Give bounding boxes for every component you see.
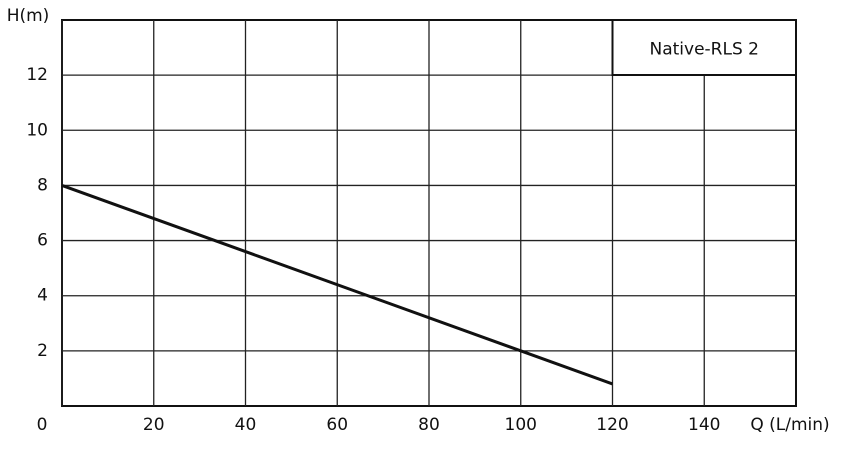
legend-label: Native-RLS 2: [650, 40, 759, 60]
y-tick-label: 12: [26, 65, 48, 85]
y-tick-label: 2: [37, 341, 48, 361]
x-tick-label: 100: [505, 415, 537, 435]
y-axis-label: H(m): [7, 6, 50, 26]
x-tick-label: 120: [596, 415, 628, 435]
data-line: [61, 184, 614, 386]
x-tick-label: 140: [688, 415, 720, 435]
y-tick-label: 6: [37, 231, 48, 251]
y-tick-label: 4: [37, 286, 48, 306]
x-tick-label: 20: [143, 415, 165, 435]
x-tick-label: 40: [235, 415, 257, 435]
x-tick-label: 0: [37, 415, 48, 435]
x-axis-label: Q (L/min): [750, 415, 829, 435]
x-tick-label: 60: [326, 415, 348, 435]
legend-box: [611, 19, 797, 76]
y-tick-label: 10: [26, 120, 48, 140]
y-tick-label: 8: [37, 175, 48, 195]
x-tick-label: 80: [418, 415, 440, 435]
